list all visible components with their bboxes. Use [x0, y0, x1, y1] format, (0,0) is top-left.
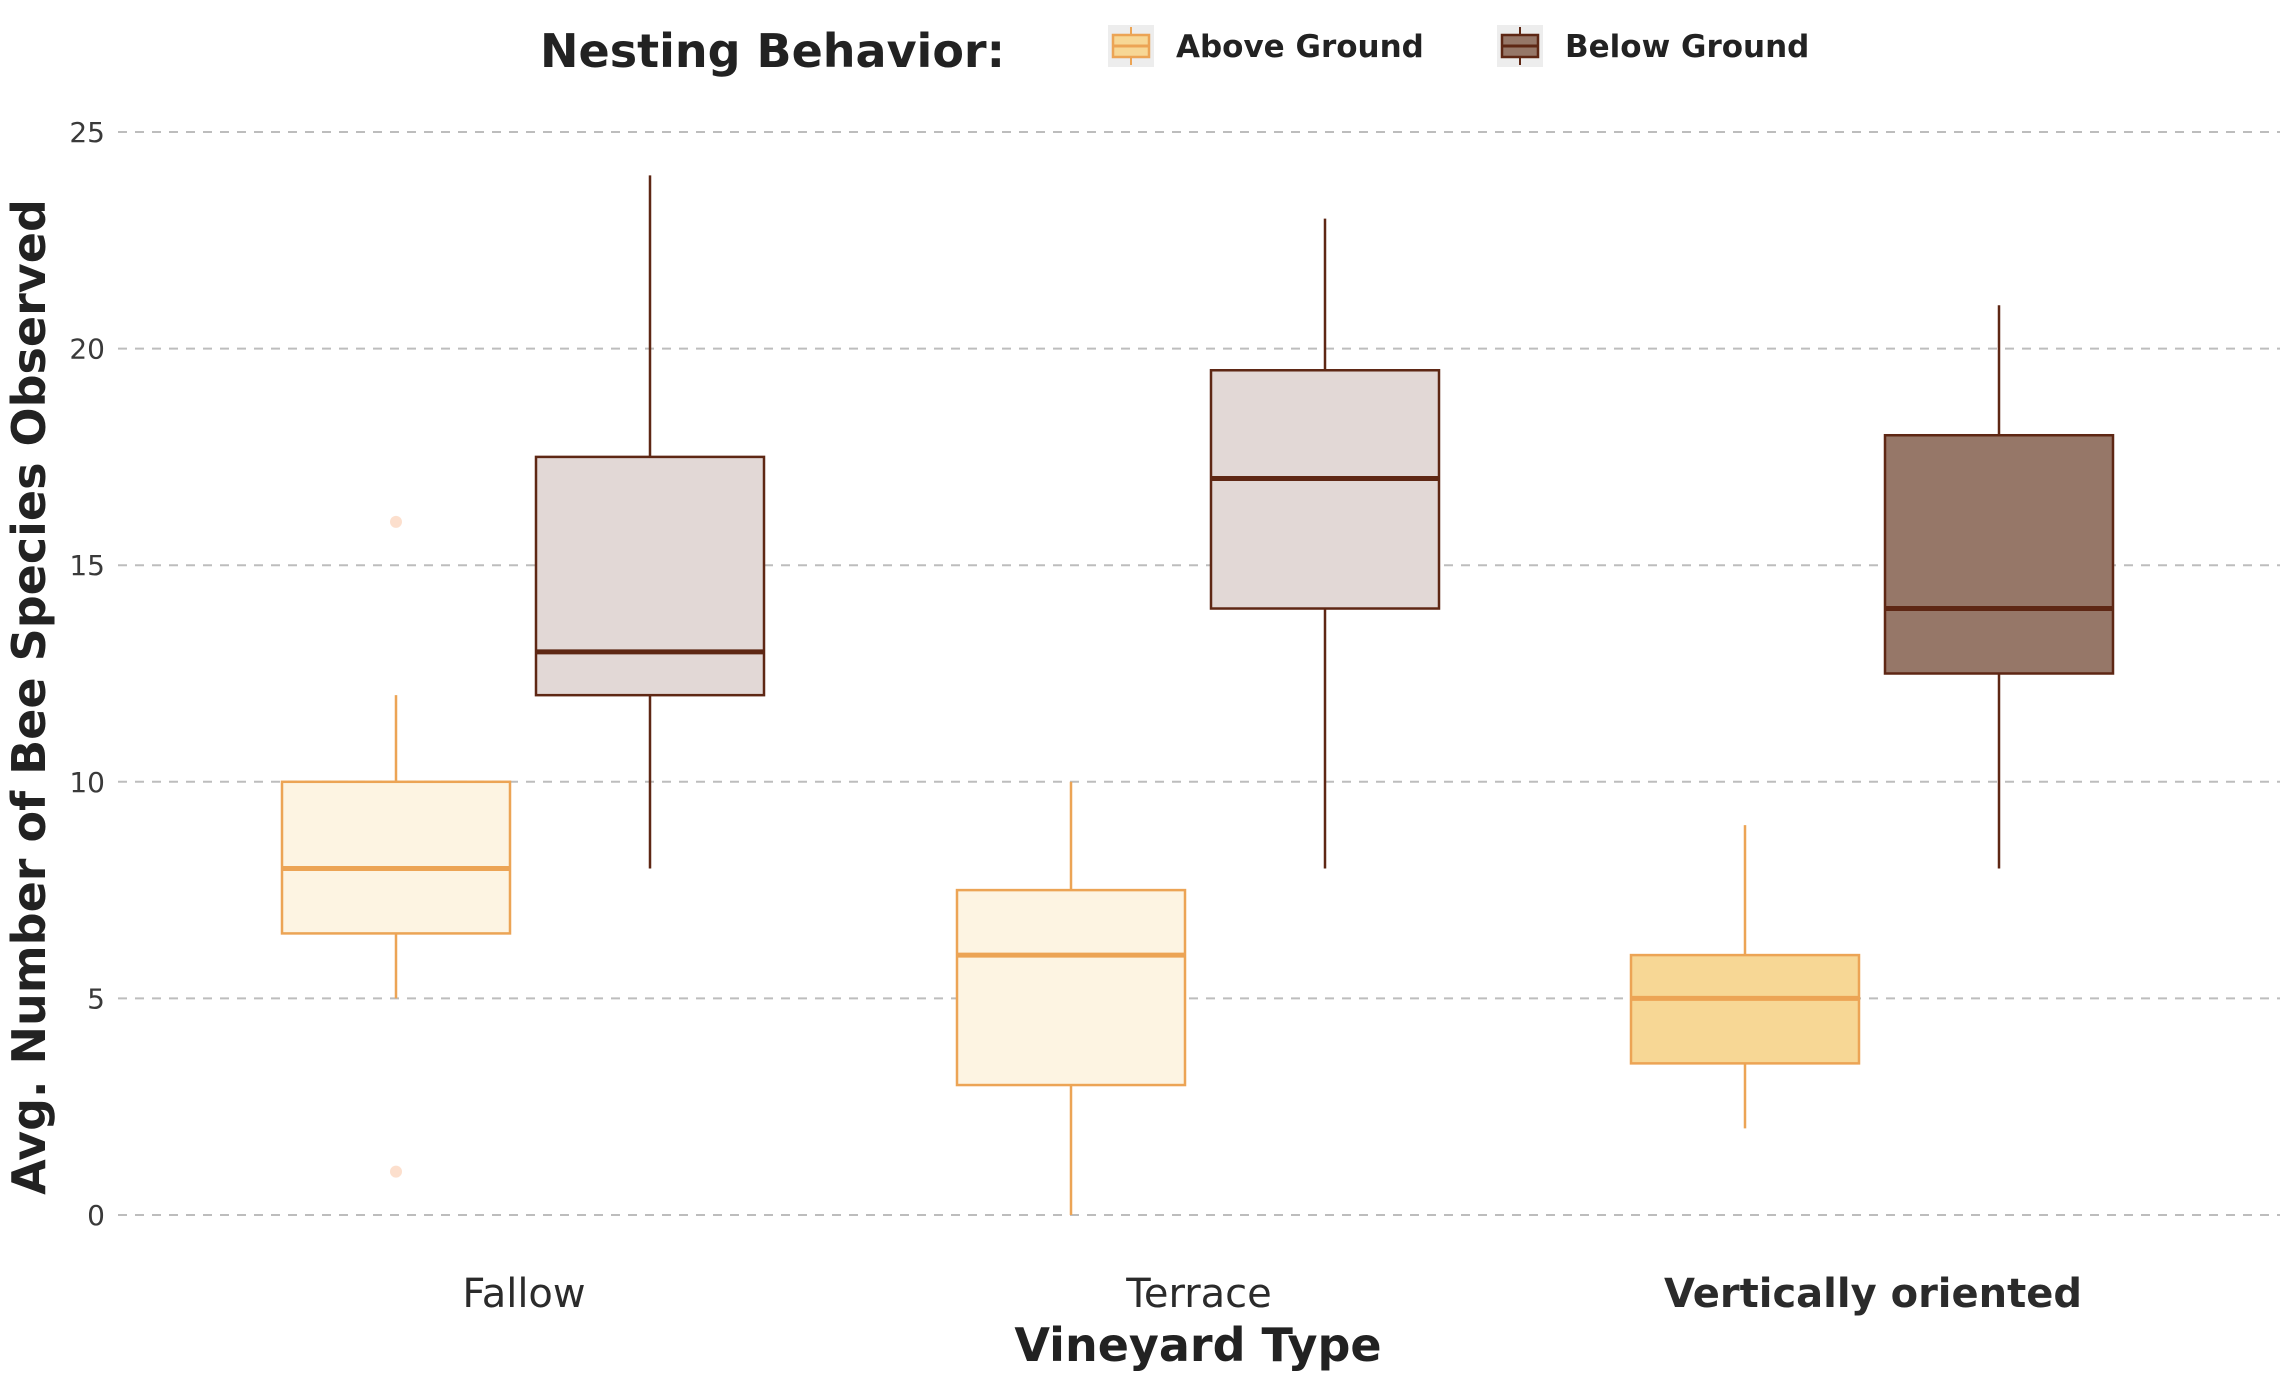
box [955, 888, 1187, 1087]
y-tick-label: 0 [87, 1199, 105, 1232]
box-group [1883, 305, 2115, 869]
legend-label: Below Ground [1565, 29, 1809, 65]
boxes-layer [280, 175, 2115, 1215]
box [1883, 433, 2115, 675]
legend-items: Above Ground Below Ground [1108, 25, 1809, 67]
x-category-label: Vertically oriented [1664, 1271, 2082, 1317]
legend: Nesting Behavior: Above Ground Below Grou… [540, 24, 1809, 78]
legend-item: Above Ground [1108, 25, 1424, 67]
box [534, 455, 766, 697]
y-tick-label: 25 [69, 116, 105, 149]
x-category-label: Terrace [1125, 1271, 1272, 1317]
box [1209, 369, 1441, 610]
y-tick-label: 10 [69, 766, 105, 799]
x-category-label: Fallow [462, 1271, 585, 1317]
box-group [1629, 825, 1861, 1129]
outlier-point [390, 1165, 402, 1178]
outlier-point [390, 515, 402, 528]
box [280, 780, 512, 935]
box-group [534, 175, 766, 869]
legend-label: Above Ground [1176, 29, 1424, 65]
box-group [1209, 218, 1441, 869]
x-category-labels: Fallow Terrace Vertically oriented [462, 1271, 2082, 1317]
y-tick-label: 15 [69, 549, 105, 582]
box-group [955, 781, 1187, 1215]
legend-title: Nesting Behavior: [540, 24, 1005, 78]
y-tick-label: 20 [69, 333, 105, 366]
box [1629, 953, 1861, 1065]
y-tick-labels: 0 5 10 15 20 25 [69, 116, 105, 1232]
x-axis-title: Vineyard Type [1014, 1318, 1381, 1372]
y-axis-title: Avg. Number of Bee Species Observed [2, 199, 56, 1195]
legend-item: Below Ground [1497, 25, 1809, 67]
y-tick-label: 5 [87, 982, 105, 1015]
box-group [280, 515, 512, 1178]
